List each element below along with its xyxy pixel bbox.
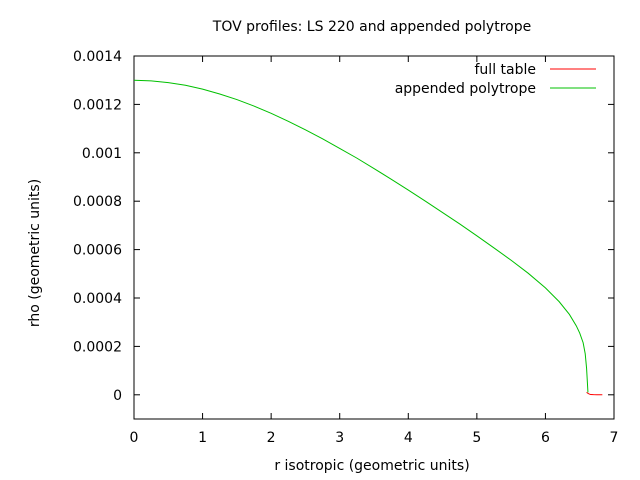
x-tick-label: 7	[610, 430, 619, 446]
axis-ticks: 0 1 2 3 4 5 6 7 0 0.0002 0.0004 0.0006 0.0008 0.001 0.…	[73, 49, 618, 446]
series-group	[133, 79, 603, 396]
legend-label-full-table: full table	[475, 62, 537, 78]
y-tick-label: 0.0004	[73, 291, 122, 307]
y-tick-label: 0.0002	[73, 339, 122, 355]
y-tick-label: 0.0008	[73, 194, 122, 210]
series-line-appended-polytrope	[133, 79, 589, 393]
x-tick-label: 0	[130, 430, 139, 446]
x-tick-label: 5	[472, 430, 481, 446]
series-line-full-table	[586, 391, 603, 396]
x-tick-label: 3	[335, 430, 344, 446]
x-tick-label: 2	[267, 430, 276, 446]
y-tick-label: 0.0006	[73, 243, 122, 259]
y-tick-label: 0	[113, 388, 122, 404]
x-tick-label: 4	[404, 430, 413, 446]
y-tick-label: 0.001	[82, 146, 122, 162]
legend-label-appended-polytrope: appended polytrope	[395, 81, 536, 97]
y-tick-label: 0.0012	[73, 97, 122, 113]
chart-title: TOV profiles: LS 220 and appended polytr…	[212, 19, 531, 35]
y-tick-label: 0.0014	[73, 49, 122, 65]
legend: full table appended polytrope	[395, 62, 596, 97]
x-tick-label: 1	[198, 430, 207, 446]
y-axis-label: rho (geometric units)	[27, 179, 43, 327]
x-axis-label: r isotropic (geometric units)	[274, 458, 469, 474]
plot-frame	[133, 55, 615, 420]
x-tick-label: 6	[541, 430, 550, 446]
